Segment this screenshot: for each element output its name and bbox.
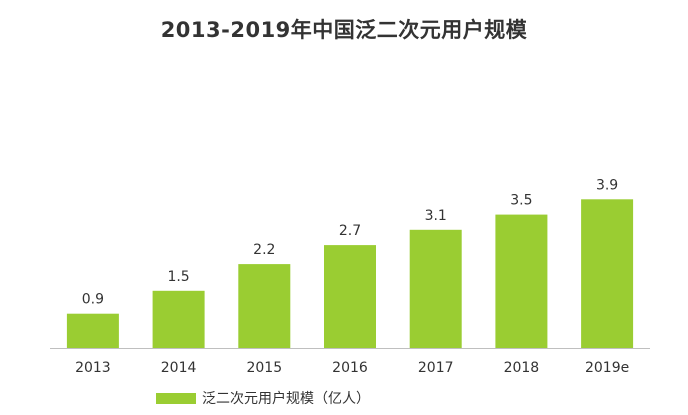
x-tick-labels: 2013 2014 2015 2016 2017 2018 2019e — [75, 360, 629, 376]
x-tick-label-2014: 2014 — [161, 360, 197, 376]
bar-2015 — [238, 264, 291, 348]
x-tick-label-2018: 2018 — [504, 360, 540, 376]
bar-2017 — [409, 229, 462, 348]
data-label-2015: 2.2 — [253, 242, 275, 258]
x-tick-label-2016: 2016 — [332, 360, 368, 376]
bar-2016 — [324, 245, 376, 348]
legend-label: 泛二次元用户规模（亿人） — [202, 391, 370, 407]
bars-layer — [66, 199, 634, 348]
data-labels-layer: 0.9 1.5 2.2 2.7 3.1 3.5 3.9 — [82, 177, 618, 307]
x-tick-label-2013: 2013 — [75, 360, 111, 376]
data-label-2014: 1.5 — [167, 269, 189, 285]
bar-2018 — [495, 214, 548, 348]
x-tick-label-2015: 2015 — [246, 360, 282, 376]
data-label-2016: 2.7 — [339, 223, 361, 239]
data-label-2019e: 3.9 — [596, 177, 618, 193]
bar-2019e — [581, 199, 634, 348]
bar-2013 — [66, 313, 119, 348]
bar-2014 — [152, 290, 205, 348]
data-label-2013: 0.9 — [82, 292, 104, 308]
legend: 泛二次元用户规模（亿人） — [156, 388, 370, 408]
x-tick-label-2017: 2017 — [418, 360, 454, 376]
data-label-2017: 3.1 — [425, 208, 447, 224]
legend-swatch — [156, 392, 196, 404]
chart-title: 2013-2019年中国泛二次元用户规模 — [160, 18, 528, 42]
x-tick-label-2019e: 2019e — [585, 360, 629, 376]
data-label-2018: 3.5 — [510, 193, 532, 209]
